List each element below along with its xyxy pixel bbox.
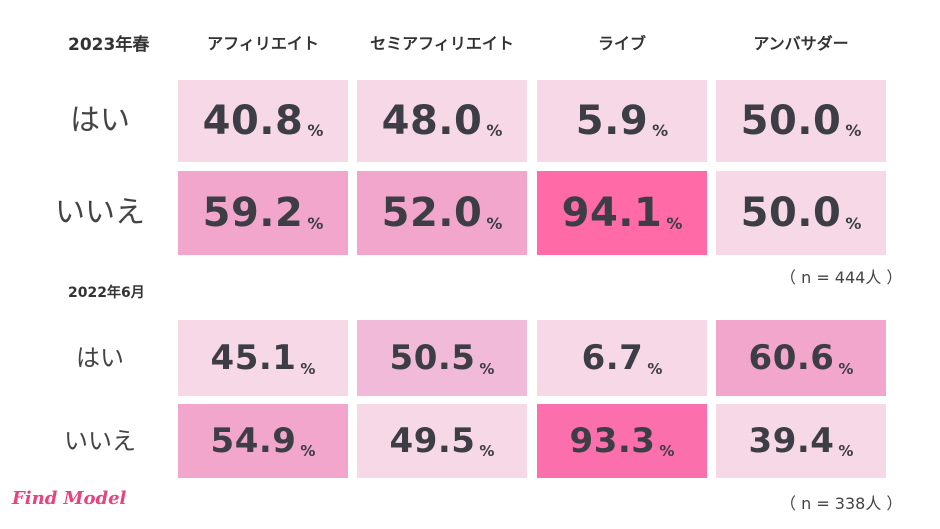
cell-value: 6.7 <box>581 338 644 378</box>
data-cell-0-0-2: 5.9% <box>537 80 707 162</box>
cell-value: 39.4 <box>748 421 835 461</box>
cell-value: 54.9 <box>210 421 297 461</box>
percent-unit: % <box>300 360 316 378</box>
find-model-logo: Find Model <box>12 488 127 509</box>
data-cell-0-0-3: 50.0% <box>716 80 886 162</box>
cell-value: 49.5 <box>389 421 476 461</box>
percent-unit: % <box>659 442 675 460</box>
column-header-4: アンバサダー <box>753 34 849 53</box>
data-cell-1-0-1: 50.5% <box>357 320 527 396</box>
cell-value: 48.0 <box>381 98 483 144</box>
sample-size-note-2022: （ n = 338人 ） <box>780 494 903 513</box>
column-header-1: アフィリエイト <box>207 34 319 53</box>
percent-unit: % <box>838 360 854 378</box>
cell-value: 45.1 <box>210 338 297 378</box>
column-header-3: ライブ <box>597 34 646 53</box>
percent-unit: % <box>479 442 495 460</box>
cell-value: 5.9 <box>575 98 649 144</box>
percent-unit: % <box>486 214 503 233</box>
cell-value: 50.0 <box>740 98 842 144</box>
data-cell-1-1-3: 39.4% <box>716 404 886 478</box>
cell-value: 50.0 <box>740 190 842 236</box>
cell-value: 50.5 <box>389 338 476 378</box>
data-cell-0-1-0: 59.2% <box>178 171 348 255</box>
row-label-0-0: はい <box>70 103 130 138</box>
data-cell-0-0-1: 48.0% <box>357 80 527 162</box>
data-cell-1-0-2: 6.7% <box>537 320 707 396</box>
period-label-2023: 2023年春 <box>68 35 150 55</box>
cell-value: 52.0 <box>381 190 483 236</box>
data-cell-0-1-2: 94.1% <box>537 171 707 255</box>
percent-unit: % <box>486 121 503 140</box>
period-label-2022: 2022年6月 <box>68 285 145 301</box>
row-label-0-1: いいえ <box>55 195 145 230</box>
percent-unit: % <box>479 360 495 378</box>
percent-unit: % <box>666 214 683 233</box>
data-cell-1-1-2: 93.3% <box>537 404 707 478</box>
cell-value: 60.6 <box>748 338 835 378</box>
data-cell-0-1-1: 52.0% <box>357 171 527 255</box>
percent-unit: % <box>647 360 663 378</box>
row-label-1-1: いいえ <box>64 427 136 455</box>
data-cell-1-0-0: 45.1% <box>178 320 348 396</box>
percent-unit: % <box>845 121 862 140</box>
column-header-2: セミアフィリエイト <box>370 34 514 53</box>
data-cell-1-1-1: 49.5% <box>357 404 527 478</box>
data-cell-0-1-3: 50.0% <box>716 171 886 255</box>
data-cell-1-0-3: 60.6% <box>716 320 886 396</box>
percent-unit: % <box>845 214 862 233</box>
percent-unit: % <box>652 121 669 140</box>
cell-value: 40.8 <box>202 98 304 144</box>
data-cell-1-1-0: 54.9% <box>178 404 348 478</box>
percent-unit: % <box>307 214 324 233</box>
percent-unit: % <box>300 442 316 460</box>
cell-value: 94.1 <box>561 190 663 236</box>
percent-unit: % <box>307 121 324 140</box>
data-cell-0-0-0: 40.8% <box>178 80 348 162</box>
row-label-1-0: はい <box>76 344 124 372</box>
cell-value: 59.2 <box>202 190 304 236</box>
cell-value: 93.3 <box>569 421 656 461</box>
sample-size-note-2023: （ n = 444人 ） <box>780 268 903 287</box>
percent-unit: % <box>838 442 854 460</box>
